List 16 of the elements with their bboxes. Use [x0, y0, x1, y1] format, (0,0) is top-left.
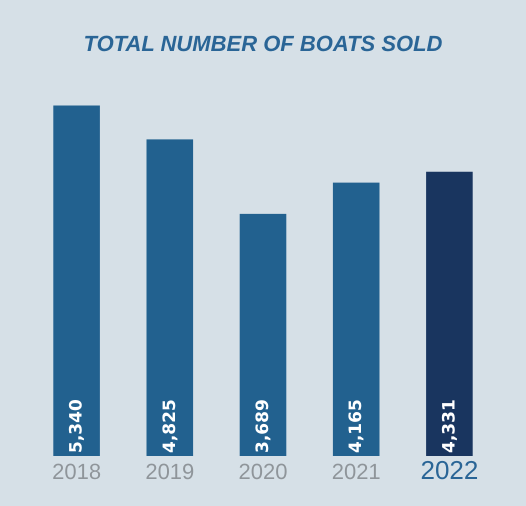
x-tick-label: 2022: [420, 455, 478, 485]
chart-title: TOTAL NUMBER OF BOATS SOLD: [84, 30, 443, 56]
x-tick-label: 2019: [145, 459, 194, 484]
data-label: 3,689: [253, 399, 273, 453]
x-tick-label: 2020: [238, 459, 288, 484]
bar: [240, 214, 286, 456]
bar: [146, 139, 194, 456]
data-label: 5,340: [66, 399, 87, 453]
data-label: 4,825: [160, 399, 180, 453]
x-tick-label: 2021: [332, 459, 381, 484]
data-label: 4,165: [346, 399, 366, 453]
x-tick-label: 2018: [52, 459, 102, 484]
bar: [426, 172, 473, 456]
bar: [332, 182, 380, 456]
bar: [53, 106, 100, 456]
data-label: 4,331: [439, 399, 460, 453]
